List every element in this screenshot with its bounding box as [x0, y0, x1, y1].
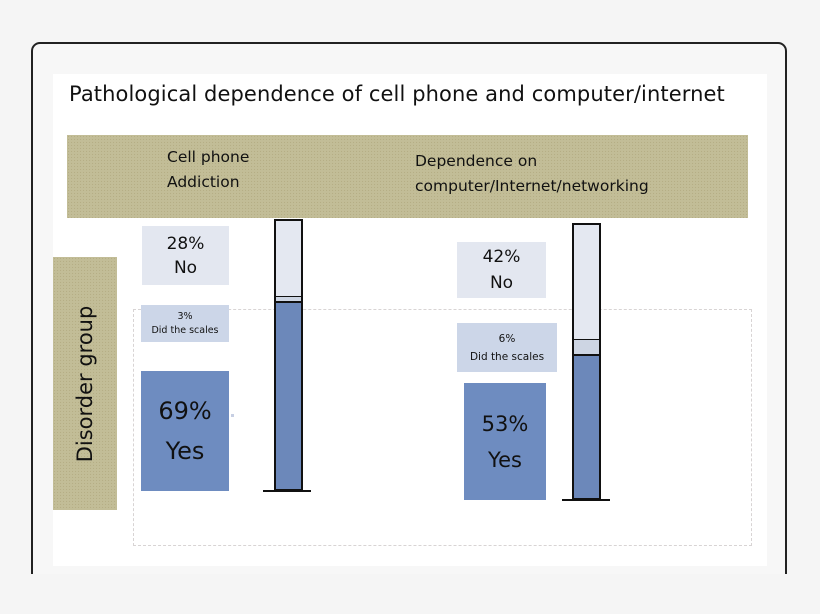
cell-phone-no-word: No — [173, 257, 198, 278]
cell-phone-bar-baseline — [263, 490, 311, 492]
computer-yes-label: 53% Yes — [464, 383, 546, 500]
cell-phone-did-scales-label: 3% Did the scales — [141, 305, 229, 342]
computer-did-word: Did the scales — [469, 350, 545, 363]
cell-phone-yes-word: Yes — [165, 437, 205, 465]
computer-did-scales-label: 6% Did the scales — [457, 323, 557, 372]
header-cell-phone-line2: Addiction — [167, 173, 240, 191]
computer-no-pct: 42% — [482, 247, 521, 267]
cell-phone-bar-did-segment — [276, 296, 301, 303]
row-label-disorder-group: Disorder group — [73, 305, 97, 462]
cell-phone-bar-yes-segment — [276, 303, 301, 489]
frame-bottom-crop — [0, 574, 820, 614]
content-dotted-box — [133, 309, 752, 546]
cell-phone-yes-pct: 69% — [158, 397, 212, 425]
computer-no-label: 42% No — [457, 242, 546, 298]
column-header-band: Cell phone Addiction Dependence on compute… — [67, 135, 748, 218]
cell-phone-no-label: 28% No — [142, 226, 229, 285]
computer-bar-yes-segment — [574, 356, 599, 498]
header-computer-line1: Dependence on — [415, 152, 538, 170]
cell-phone-no-pct: 28% — [166, 233, 205, 254]
computer-yes-word: Yes — [488, 447, 522, 472]
computer-bar-no-segment — [574, 225, 599, 339]
cell-phone-bar-no-segment — [276, 221, 301, 296]
computer-did-pct: 6% — [498, 332, 516, 345]
cell-phone-did-word: Did the scales — [151, 324, 219, 336]
computer-no-word: No — [489, 273, 514, 293]
header-cell-phone: Cell phone Addiction — [167, 145, 249, 195]
computer-yes-pct: 53% — [481, 411, 529, 436]
cell-phone-stacked-bar — [274, 219, 303, 491]
header-cell-phone-line1: Cell phone — [167, 148, 250, 166]
chart-title: Pathological dependence of cell phone an… — [69, 82, 725, 106]
cell-phone-yes-label: 69% Yes — [141, 371, 229, 491]
computer-bar-did-segment — [574, 339, 599, 356]
row-label-box: Disorder group — [53, 257, 117, 510]
computer-bar-baseline — [562, 499, 610, 501]
header-computer-line2: computer/Internet/networking — [415, 177, 649, 195]
computer-stacked-bar — [572, 223, 601, 500]
header-computer: Dependence on computer/Internet/networkin… — [415, 149, 649, 199]
stray-dot — [231, 414, 234, 417]
cell-phone-did-pct: 3% — [177, 310, 193, 322]
